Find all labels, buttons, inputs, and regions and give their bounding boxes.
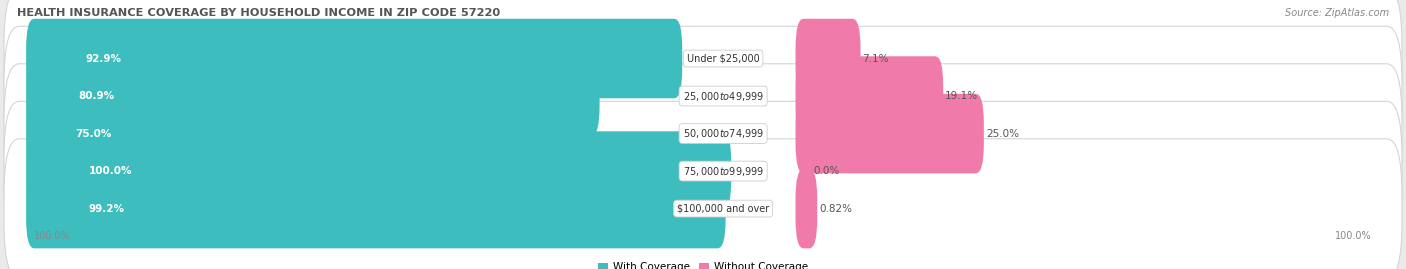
FancyBboxPatch shape: [4, 0, 1402, 128]
Text: $50,000 to $74,999: $50,000 to $74,999: [682, 127, 763, 140]
Text: Source: ZipAtlas.com: Source: ZipAtlas.com: [1285, 8, 1389, 18]
FancyBboxPatch shape: [796, 19, 860, 98]
FancyBboxPatch shape: [4, 139, 1402, 269]
FancyBboxPatch shape: [796, 94, 984, 173]
FancyBboxPatch shape: [4, 26, 1402, 166]
Legend: With Coverage, Without Coverage: With Coverage, Without Coverage: [593, 258, 813, 269]
FancyBboxPatch shape: [27, 19, 682, 98]
FancyBboxPatch shape: [27, 131, 731, 211]
Text: Under $25,000: Under $25,000: [686, 54, 759, 63]
FancyBboxPatch shape: [4, 64, 1402, 203]
Text: 100.0%: 100.0%: [90, 166, 132, 176]
FancyBboxPatch shape: [4, 101, 1402, 241]
Text: 7.1%: 7.1%: [862, 54, 889, 63]
FancyBboxPatch shape: [27, 169, 725, 248]
Text: 92.9%: 92.9%: [86, 54, 121, 63]
FancyBboxPatch shape: [27, 56, 599, 136]
Text: 19.1%: 19.1%: [945, 91, 979, 101]
Text: $100,000 and over: $100,000 and over: [678, 204, 769, 214]
FancyBboxPatch shape: [796, 56, 943, 136]
Text: 99.2%: 99.2%: [89, 204, 125, 214]
Text: HEALTH INSURANCE COVERAGE BY HOUSEHOLD INCOME IN ZIP CODE 57220: HEALTH INSURANCE COVERAGE BY HOUSEHOLD I…: [17, 8, 501, 18]
Text: $75,000 to $99,999: $75,000 to $99,999: [682, 165, 763, 178]
FancyBboxPatch shape: [796, 169, 817, 248]
Text: 0.0%: 0.0%: [814, 166, 839, 176]
Text: $25,000 to $49,999: $25,000 to $49,999: [682, 90, 763, 102]
FancyBboxPatch shape: [27, 94, 560, 173]
Text: 25.0%: 25.0%: [986, 129, 1019, 139]
Text: 75.0%: 75.0%: [76, 129, 112, 139]
Text: 100.0%: 100.0%: [1336, 231, 1372, 241]
Text: 80.9%: 80.9%: [79, 91, 115, 101]
Text: 0.82%: 0.82%: [820, 204, 852, 214]
Text: 100.0%: 100.0%: [34, 231, 70, 241]
